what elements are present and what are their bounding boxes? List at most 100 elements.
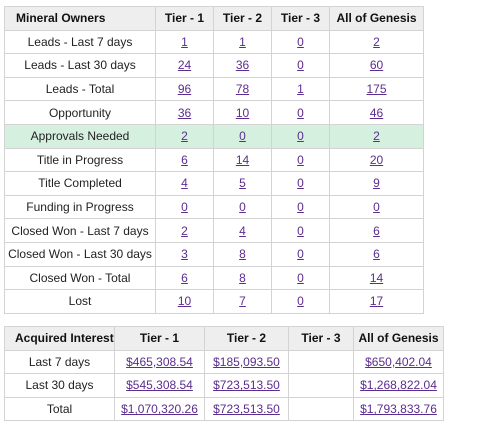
row-label: Closed Won - Total	[4, 265, 156, 291]
value-link[interactable]: 6	[373, 223, 380, 238]
value-link[interactable]: 7	[239, 294, 246, 309]
table-cell: 0	[271, 265, 330, 291]
value-link[interactable]: 0	[297, 294, 304, 309]
value-link[interactable]: $185,093.50	[213, 354, 280, 369]
table-row: Approvals Needed 2 0 0 2	[4, 123, 424, 149]
table-cell: 1	[271, 76, 330, 102]
table-cell: 0	[271, 147, 330, 173]
value-link[interactable]: 0	[297, 176, 304, 191]
value-link[interactable]: 1	[297, 82, 304, 97]
table-row: Funding in Progress 0 0 0 0	[4, 194, 424, 220]
value-link[interactable]: 0	[181, 200, 188, 215]
value-link[interactable]: $723,513.50	[213, 402, 280, 417]
value-link[interactable]: 6	[181, 270, 188, 285]
value-link[interactable]: 2	[181, 129, 188, 144]
table-cell	[288, 396, 354, 422]
value-link[interactable]: $465,308.54	[126, 354, 193, 369]
value-link[interactable]: 1	[181, 34, 188, 49]
value-link[interactable]: $650,402.04	[365, 354, 432, 369]
column-header: Tier - 1	[114, 326, 205, 351]
value-link[interactable]: 4	[181, 176, 188, 191]
table-row: Closed Won - Total 6 8 0 14	[4, 265, 424, 291]
value-link[interactable]: $723,513.50	[213, 378, 280, 393]
value-link[interactable]: 10	[177, 294, 192, 309]
value-link[interactable]: 0	[297, 200, 304, 215]
value-link[interactable]: 0	[297, 247, 304, 262]
value-link[interactable]: 14	[369, 270, 384, 285]
table-row: Total $1,070,320.26 $723,513.50 $1,793,833.…	[4, 396, 444, 422]
value-link[interactable]: 2	[181, 223, 188, 238]
row-label: Leads - Last 7 days	[4, 29, 156, 55]
value-link[interactable]: 0	[297, 152, 304, 167]
table-cell: 6	[329, 241, 424, 267]
value-link[interactable]: 0	[297, 270, 304, 285]
value-link[interactable]: $1,070,320.26	[121, 402, 198, 417]
column-header: All of Genesis	[329, 6, 424, 31]
table-cell: 175	[329, 76, 424, 102]
value-link[interactable]: $545,308.54	[126, 378, 193, 393]
value-link[interactable]: 60	[369, 58, 384, 73]
table-cell	[288, 373, 354, 398]
value-link[interactable]: 5	[239, 176, 246, 191]
table-row: Last 7 days $465,308.54 $185,093.50 $650,40…	[4, 349, 444, 375]
value-link[interactable]: 4	[239, 223, 246, 238]
table-cell: 0	[213, 194, 272, 220]
value-link[interactable]: 175	[366, 82, 387, 97]
column-header: Tier - 1	[155, 6, 214, 31]
table-cell: 0	[271, 194, 330, 220]
table-row: Opportunity 36 10 0 46	[4, 100, 424, 125]
value-link[interactable]: 6	[181, 152, 188, 167]
table-cell: 2	[329, 29, 424, 55]
value-link[interactable]: 0	[239, 200, 246, 215]
value-link[interactable]: 8	[239, 247, 246, 262]
row-label: Opportunity	[4, 100, 156, 125]
value-link[interactable]: $1,793,833.76	[360, 402, 437, 417]
table-cell: 14	[213, 147, 272, 173]
value-link[interactable]: 0	[297, 34, 304, 49]
value-link[interactable]: 10	[235, 105, 250, 120]
value-link[interactable]: 6	[373, 247, 380, 262]
value-link[interactable]: 0	[297, 223, 304, 238]
value-link[interactable]: 2	[373, 129, 380, 144]
value-link[interactable]: 0	[297, 105, 304, 120]
row-label: Closed Won - Last 30 days	[4, 241, 156, 267]
table-cell: 5	[213, 171, 272, 196]
value-link[interactable]: 9	[373, 176, 380, 191]
table-cell: 1	[213, 29, 272, 55]
value-link[interactable]: 8	[239, 270, 246, 285]
value-link[interactable]: 0	[373, 200, 380, 215]
row-label: Approvals Needed	[4, 123, 156, 149]
value-link[interactable]: 36	[177, 105, 192, 120]
value-link[interactable]: 3	[181, 247, 188, 262]
value-link[interactable]: 0	[297, 129, 304, 144]
value-link[interactable]: 14	[235, 152, 250, 167]
mineral-owners-table: Mineral Owners Tier - 1 Tier - 2 Tier - …	[4, 6, 424, 314]
table-cell: 6	[155, 265, 214, 291]
value-link[interactable]: 20	[369, 152, 384, 167]
table-cell: 4	[213, 218, 272, 243]
table-cell: $650,402.04	[353, 349, 444, 375]
table-cell	[288, 349, 354, 375]
value-link[interactable]: 36	[235, 58, 250, 73]
table-header-row: Acquired Interest Tier - 1 Tier - 2 Tier…	[4, 326, 444, 351]
column-header: Tier - 3	[288, 326, 354, 351]
value-link[interactable]: 46	[369, 105, 384, 120]
table-cell: 14	[329, 265, 424, 291]
value-link[interactable]: $1,268,822.04	[360, 378, 437, 393]
table-row: Closed Won - Last 7 days 2 4 0 6	[4, 218, 424, 243]
value-link[interactable]: 17	[369, 294, 384, 309]
value-link[interactable]: 78	[235, 82, 250, 97]
column-header: Tier - 2	[204, 326, 289, 351]
value-link[interactable]: 0	[297, 58, 304, 73]
table-cell: 10	[213, 100, 272, 125]
value-link[interactable]: 1	[239, 34, 246, 49]
value-link[interactable]: 2	[373, 34, 380, 49]
value-link[interactable]: 24	[177, 58, 192, 73]
value-link[interactable]: 96	[177, 82, 192, 97]
table-cell: 0	[271, 241, 330, 267]
table-cell: 46	[329, 100, 424, 125]
table-cell: 10	[155, 289, 214, 314]
table-cell: $1,793,833.76	[353, 396, 444, 422]
table-cell: $185,093.50	[204, 349, 289, 375]
value-link[interactable]: 0	[239, 129, 246, 144]
